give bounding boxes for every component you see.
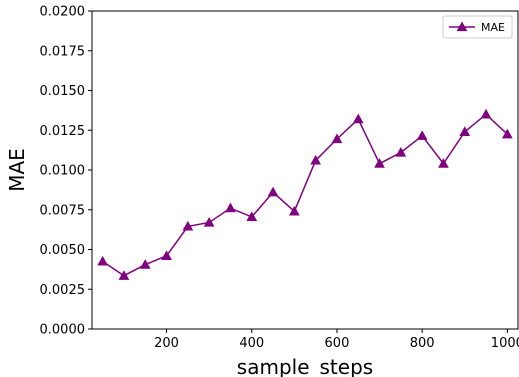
plot-area-border (91, 10, 519, 330)
data-point (352, 113, 364, 124)
data-point (459, 126, 471, 136)
data-point (502, 128, 513, 139)
data-point (310, 154, 321, 165)
x-tick-label: 200 (154, 336, 179, 351)
x-tick-label: 600 (325, 336, 350, 351)
y-tick-label: 0.0175 (40, 44, 86, 59)
data-point (118, 270, 130, 280)
x-axis-label: sample_steps (237, 355, 373, 377)
y-axis-label: MAE (5, 148, 29, 192)
y-tick-label: 0.0000 (40, 323, 86, 338)
y-tick-label: 0.0100 (40, 164, 86, 179)
y-tick-label: 0.0050 (40, 243, 86, 258)
data-point (246, 211, 258, 222)
data-point (331, 133, 343, 144)
legend-entry-mae: MAE (481, 21, 505, 34)
data-point (416, 130, 428, 140)
y-tick-label: 0.0025 (40, 283, 86, 298)
data-point (480, 108, 492, 119)
data-point (97, 255, 108, 266)
data-point (182, 220, 194, 231)
data-point (267, 186, 279, 197)
y-axis-ticks: 0.0000 0.0025 0.0050 0.0075 0.0100 0.0125 0.01… (40, 5, 92, 338)
legend: MAE (442, 15, 513, 39)
x-tick-label: 800 (410, 336, 435, 351)
data-point (438, 158, 449, 168)
data-point (203, 216, 215, 227)
y-tick-label: 0.0150 (40, 84, 86, 99)
data-point (139, 259, 151, 269)
plot-frame (91, 10, 519, 330)
y-tick-label: 0.0075 (40, 203, 86, 218)
data-point (395, 146, 407, 157)
series-line-mae (102, 113, 508, 277)
data-point (161, 250, 172, 260)
y-tick-label: 0.0125 (40, 124, 86, 139)
data-point (374, 158, 385, 168)
data-point (225, 202, 236, 213)
data-point (289, 205, 300, 216)
legend-marker (456, 21, 468, 32)
y-tick-label: 0.0200 (40, 5, 86, 20)
series-layer (97, 108, 513, 280)
x-tick-label: 400 (239, 336, 264, 351)
legend-box (442, 15, 513, 39)
